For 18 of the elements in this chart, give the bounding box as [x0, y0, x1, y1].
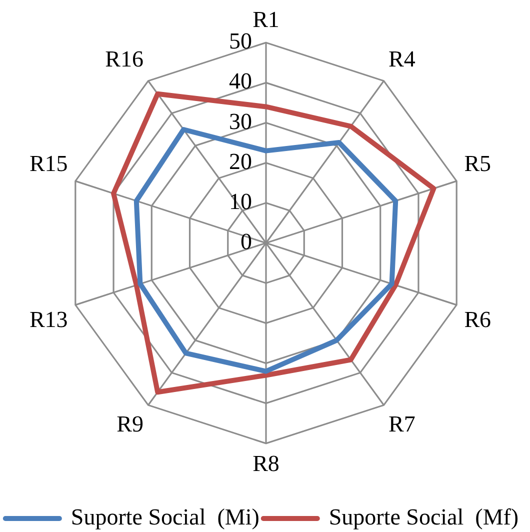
- spoke-label: R13: [29, 307, 68, 332]
- spoke-label: R5: [464, 150, 492, 176]
- y-tick-label: 10: [229, 188, 252, 214]
- legend-label: Suporte Social (Mi): [70, 504, 260, 530]
- y-tick-label: 30: [229, 108, 252, 134]
- spoke-label: R4: [388, 46, 416, 72]
- spoke-label: R15: [29, 150, 68, 176]
- spoke-label: R16: [105, 46, 144, 72]
- spoke-label: R9: [116, 411, 144, 436]
- y-tick-label: 0: [240, 229, 252, 254]
- spoke-label: R1: [252, 6, 280, 32]
- y-tick-label: 40: [229, 68, 252, 94]
- spoke-label: R8: [252, 451, 280, 476]
- legend-label: Suporte Social (Mf): [328, 504, 519, 530]
- y-tick-label: 20: [229, 148, 252, 174]
- spoke-label: R6: [464, 307, 492, 332]
- spoke-label: R7: [388, 411, 416, 436]
- y-tick-label: 50: [229, 28, 252, 54]
